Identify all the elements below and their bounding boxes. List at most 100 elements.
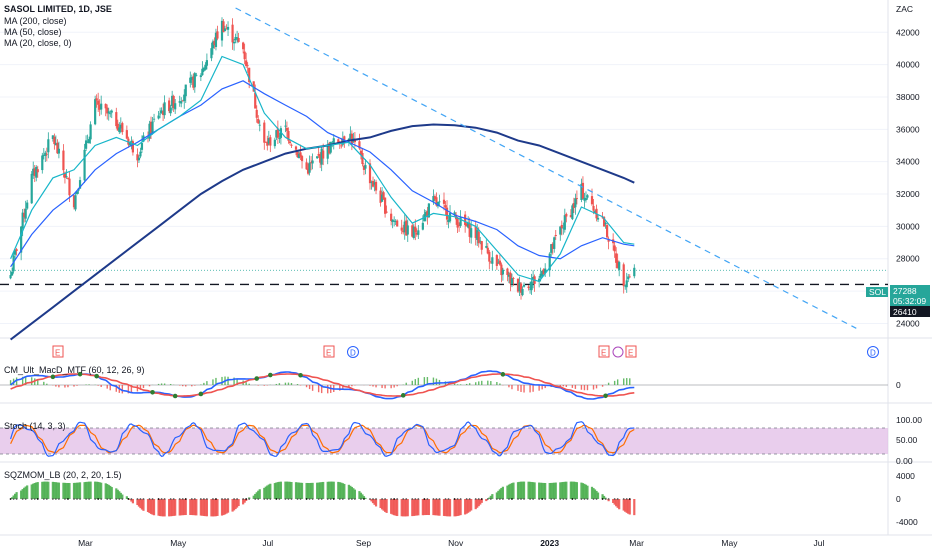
sqz-dot xyxy=(254,498,257,500)
sqz-bar xyxy=(75,482,79,499)
candle xyxy=(284,125,287,127)
candle xyxy=(51,135,54,139)
indicator-ma200[interactable]: MA (200, close) xyxy=(4,16,67,26)
price-axis[interactable]: ZAC 420004000038000360003400032000300002… xyxy=(866,4,930,527)
macd-pane[interactable] xyxy=(0,370,888,400)
sqz-bar xyxy=(51,481,54,499)
sqz-dot xyxy=(402,498,405,500)
macd-pane-label[interactable]: CM_Ult_MacD_MTF (60, 12, 26, 9) xyxy=(4,365,145,375)
sqz-dot xyxy=(136,498,139,500)
trendline[interactable] xyxy=(235,7,857,329)
sqz-dot xyxy=(287,498,290,500)
chart-title: SASOL LIMITED, 1D, JSE xyxy=(4,4,112,14)
sqz-bar xyxy=(497,490,500,499)
candle xyxy=(237,38,240,42)
macd-bar xyxy=(67,385,69,388)
candle xyxy=(32,168,35,176)
candle xyxy=(627,276,630,280)
macd-bar xyxy=(233,377,235,385)
candle xyxy=(322,150,325,159)
sqz-dot xyxy=(12,498,15,500)
time-tick: Nov xyxy=(448,538,464,548)
sqz-dot xyxy=(456,498,459,500)
candle xyxy=(384,197,387,214)
macd-bar xyxy=(311,385,314,391)
level-tag-text: 26410 xyxy=(893,307,917,317)
macd-bar xyxy=(142,385,145,389)
candle xyxy=(24,208,27,219)
sqz-bar xyxy=(542,482,545,499)
sqz-bar xyxy=(628,499,631,515)
macd-bar xyxy=(203,382,205,385)
candle xyxy=(184,84,187,97)
macd-bar xyxy=(76,385,78,386)
sqz-bar xyxy=(115,488,118,499)
candle xyxy=(66,177,70,179)
sqz-dot xyxy=(338,498,341,500)
candle xyxy=(403,221,406,233)
sqz-bar xyxy=(454,499,458,517)
sqz-pane[interactable] xyxy=(9,481,636,517)
sqz-bar xyxy=(140,499,144,510)
candle xyxy=(118,127,121,133)
sqz-dot xyxy=(414,498,417,500)
sqz-bar xyxy=(551,482,554,499)
time-tick: Mar xyxy=(629,538,644,548)
sqz-bar xyxy=(36,482,39,499)
macd-bar xyxy=(508,385,510,388)
sqz-bar xyxy=(435,499,438,516)
sqz-dot xyxy=(236,498,239,500)
candle xyxy=(459,216,462,226)
macd-bar xyxy=(414,379,417,385)
sqz-bar xyxy=(532,482,535,499)
sqz-dot xyxy=(163,498,166,500)
candle xyxy=(128,141,131,146)
sqz-bar xyxy=(586,485,589,499)
candle xyxy=(613,245,616,252)
sqz-dot xyxy=(341,498,344,500)
price-tick: 42000 xyxy=(896,27,920,37)
indicator-ma50[interactable]: MA (50, close) xyxy=(4,27,62,37)
candle xyxy=(406,225,409,235)
sqz-pane-label[interactable]: SQZMOM_LB (20, 2, 20, 1.5) xyxy=(4,470,122,480)
sqz-bar xyxy=(501,486,504,499)
candle xyxy=(581,182,585,199)
sqz-bar xyxy=(438,499,441,516)
sqz-bar xyxy=(584,484,588,499)
sqz-dot xyxy=(233,498,235,500)
sqz-dot xyxy=(538,498,541,500)
macd-cross-dot xyxy=(50,374,56,380)
sqz-bar xyxy=(152,499,156,516)
macd-bar xyxy=(574,385,577,389)
sqz-dot xyxy=(390,498,393,500)
time-axis[interactable]: Mar May Jul Sep Nov 2023 Mar May Jul xyxy=(78,538,824,548)
sqz-bar xyxy=(385,499,388,513)
candle xyxy=(571,205,574,220)
candle xyxy=(343,136,346,142)
candle xyxy=(74,195,77,210)
sqz-bar xyxy=(202,499,205,516)
sqz-dot xyxy=(221,498,223,500)
macd-bar xyxy=(613,380,616,385)
sqz-dot xyxy=(127,498,130,500)
candle xyxy=(231,24,234,43)
stoch-pane-label[interactable]: Stoch (14, 3, 3) xyxy=(4,421,66,431)
candle xyxy=(374,181,378,191)
candle xyxy=(296,151,299,158)
sqz-bar xyxy=(171,499,174,517)
candle xyxy=(169,107,172,114)
sqz-bar xyxy=(266,485,269,499)
indicator-ma20[interactable]: MA (20, close, 0) xyxy=(4,38,72,48)
candle xyxy=(160,110,163,114)
sqz-bar xyxy=(572,481,575,499)
candle xyxy=(565,214,568,217)
sqz-dot xyxy=(574,498,577,500)
candle xyxy=(276,128,279,138)
sqz-bar xyxy=(245,499,248,501)
stoch-pane[interactable] xyxy=(0,421,888,457)
macd-bar xyxy=(348,385,350,388)
time-tick: Jul xyxy=(814,538,825,548)
